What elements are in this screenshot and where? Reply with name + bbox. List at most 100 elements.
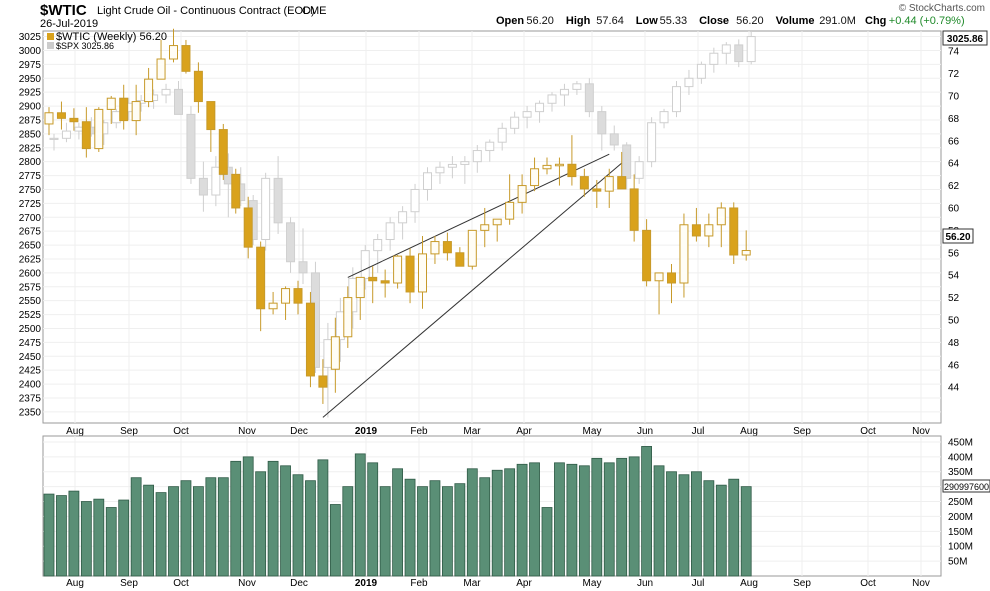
spx-tick-label: 2850 (19, 129, 42, 140)
wtic-legend-swatch (47, 33, 54, 40)
symbol-title: $WTIC (40, 2, 87, 19)
spx-candle (385, 222, 395, 241)
volume-bar (367, 462, 379, 577)
wtic-candle (418, 253, 427, 293)
spx-candle (709, 52, 719, 65)
wtic-series (44, 28, 751, 404)
volume-bar (242, 456, 254, 577)
volume-bar (180, 480, 192, 577)
wtic-tick-label: 62 (948, 181, 960, 192)
spx-candle (61, 130, 71, 139)
spx-tick-label: 3025 (19, 32, 42, 43)
exchange-label: CME (302, 5, 326, 17)
spx-candle (535, 102, 545, 113)
volume-bar (554, 462, 565, 577)
stat-value: 57.64 (596, 15, 624, 27)
volume-bar (691, 471, 702, 577)
spx-candle (746, 36, 756, 63)
spx-tick-label: 2550 (19, 296, 42, 307)
volume-bar (616, 457, 628, 577)
volume-bar (479, 477, 491, 577)
x-tick-label: Dec (290, 426, 308, 437)
volume-bar (118, 499, 130, 577)
wtic-candle (156, 58, 166, 80)
wtic-candle (554, 163, 564, 167)
volume-bar (379, 486, 391, 577)
spx-tick-label: 2875 (19, 115, 42, 126)
x-tick-label: 2019 (355, 426, 378, 437)
stat-value: 56.20 (526, 15, 554, 27)
wtic-candle (642, 229, 652, 282)
spx-tick-label: 2750 (19, 185, 42, 196)
volume-bar (703, 480, 715, 577)
volume-bar (728, 478, 740, 577)
spx-candle (298, 261, 308, 274)
wtic-candle (268, 302, 278, 310)
wtic-tick-label: 60 (948, 203, 960, 214)
volume-bar (641, 446, 652, 577)
volume-tick-label: 400M (948, 452, 973, 463)
x-tick-label: Jul (692, 426, 705, 437)
spx-candle (261, 177, 271, 241)
volume-bar (653, 465, 665, 577)
spx-tick-label: 2425 (19, 366, 42, 377)
spx-series (49, 31, 756, 418)
wtic-candle (131, 101, 141, 122)
volume-bar (429, 480, 441, 577)
volume-tick-label: 350M (948, 467, 973, 478)
wtic-tick-label: 64 (948, 159, 960, 170)
x-tick-label: 2019 (355, 578, 378, 589)
wtic-candle (144, 78, 154, 103)
volume-bar (591, 457, 603, 577)
x-tick-label: May (583, 426, 602, 437)
wtic-candle (729, 207, 739, 256)
spx-candle (360, 250, 370, 279)
spx-candle (609, 133, 619, 146)
spx-candle (659, 111, 669, 124)
spx-tick-label: 2600 (19, 268, 42, 279)
wtic-axis: 44464850525456586062646668707274 (948, 47, 960, 394)
spx-candle (672, 86, 681, 113)
volume-bar (130, 477, 142, 577)
wtic-candle (679, 224, 689, 284)
spx-tick-label: 2375 (19, 393, 42, 404)
spx-tick-label: 2475 (19, 338, 42, 349)
spx-candle (572, 83, 582, 90)
spx-tick-label: 2950 (19, 74, 42, 85)
volume-tick-label: 100M (948, 542, 973, 553)
wtic-candle (405, 255, 415, 293)
spx-candle (472, 150, 482, 163)
spx-candle (273, 177, 283, 224)
x-tick-label: Sep (793, 578, 811, 589)
spx-candle (622, 144, 632, 179)
volume-bar (342, 486, 354, 577)
wtic-candle (218, 129, 228, 175)
wtic-candle (455, 252, 465, 267)
spx-candle (696, 63, 706, 79)
wtic-candle (467, 229, 477, 267)
volume-bar (317, 459, 329, 577)
wtic-candle (281, 288, 291, 304)
wtic-tick-label: 50 (948, 315, 960, 326)
wtic-legend-label: $WTIC (Weekly) 56.20 (56, 31, 167, 43)
spx-tick-label: 2775 (19, 171, 42, 182)
wtic-tick-label: 46 (948, 360, 960, 371)
volume-bar (603, 462, 615, 577)
spx-tick-label: 2925 (19, 88, 42, 99)
trendline (347, 153, 610, 278)
spx-candle (335, 311, 345, 341)
volume-badge: 290997600 (942, 479, 990, 493)
instrument-name: Light Crude Oil - Continuous Contract (E… (97, 5, 315, 17)
volume-bar (666, 471, 677, 577)
wtic-tick-label: 70 (948, 91, 960, 102)
spx-tick-label: 2900 (19, 102, 42, 113)
x-tick-label: Mar (463, 426, 481, 437)
wtic-candle (231, 173, 241, 209)
volume-tick-label: 50M (948, 557, 967, 568)
wtic-candle (741, 250, 751, 256)
volume-bar (466, 468, 478, 577)
wtic-candle (305, 302, 315, 377)
wtic-candle (106, 97, 116, 110)
wtic-candle (368, 276, 378, 282)
wtic-candle (206, 101, 216, 131)
